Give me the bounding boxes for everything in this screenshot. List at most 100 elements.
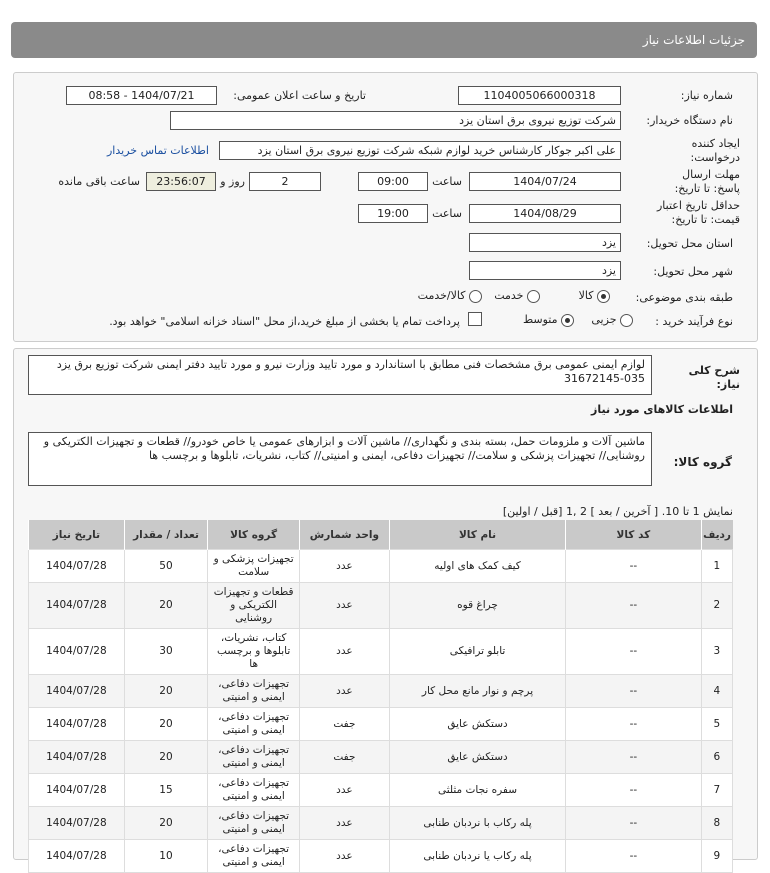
cell: -- [565,628,702,675]
cell: 20 [123,674,209,708]
option-label: متوسط [522,313,558,326]
label: ساعت [432,175,462,188]
cell: عدد [299,628,390,675]
label: ساعت [432,207,462,220]
label: حداقل تاریخ اعتبار قیمت: تا تاریخ: [656,199,740,226]
cell: عدد [299,839,390,873]
option-label: کالا [578,289,594,302]
table-row: 3 -- تابلو ترافیکی عدد کتاب، نشریات، تابلوها… [28,628,734,675]
label: شرح کلی نیاز: [688,364,740,391]
cell: 20 [123,582,209,629]
radio-option[interactable]: خدمت [494,289,540,303]
label: گروه کالا: [673,455,732,469]
cell: 3 [700,628,734,675]
cell: 1404/07/28 [28,839,125,873]
field: 2 [249,172,321,191]
cell: تجهیزات پزشکی و سلامت [207,549,301,583]
column-header: تاریخ نیاز [28,520,125,550]
pagination[interactable]: نمایش 1 تا 10. [ آخرین / بعد ] 2 ,1 [قبل… [502,505,733,518]
cell: تجهیزات دفاعی، ایمنی و امنیتی [207,707,301,741]
cell: 30 [123,628,209,675]
cell: سفره نجات مثلثی [388,773,567,807]
cell: عدد [299,773,390,807]
column-header: ردیف [700,520,733,550]
radio-option[interactable]: کالا/خدمت [418,289,482,303]
field: 1104005066000318 [458,86,621,105]
checkbox[interactable] [468,312,482,326]
column-header: تعداد / مقدار [123,520,208,550]
header-bar: جزئیات اطلاعات نیاز [11,22,757,58]
cell: عدد [299,549,390,583]
column-header: کد کالا [565,520,702,550]
field: شرکت توزیع نیروی برق استان یزد [170,111,621,130]
cell: 50 [123,549,209,583]
label: نوع فرآیند خرید : [655,315,733,328]
table-row: 6 -- دستکش عایق جفت تجهیزات دفاعی، ایمنی و ا… [28,740,734,774]
cell: عدد [299,674,390,708]
cell: -- [565,839,702,873]
cell: 20 [123,707,209,741]
cell: -- [565,707,702,741]
radio-option[interactable]: کالا [579,289,610,303]
cell: 20 [123,806,209,840]
cell: 5 [700,707,734,741]
option-label: کالا/خدمت [417,289,466,302]
cell: 20 [123,740,209,774]
column-header: نام کالا [388,520,566,550]
items-table: ردیف کد کالا نام کالا واحد شمارش گروه کالا تع… [28,520,734,873]
cell: قطعات و تجهیزات الکتریکی و روشنایی [207,582,301,629]
cell: -- [565,582,702,629]
cell: جفت [299,740,390,774]
table-row: 8 -- پله رکاب با نردبان طنابی عدد تجهیزات دف… [28,806,734,840]
cell: دستکش عایق [388,740,567,774]
section-title: اطلاعات کالاهای مورد نیاز [591,403,733,416]
cell: -- [565,773,702,807]
cell: 1404/07/28 [28,806,125,840]
cell: 1404/07/28 [28,628,125,675]
cell: تجهیزات دفاعی، ایمنی و امنیتی [207,773,301,807]
cell: تجهیزات دفاعی، ایمنی و امنیتی [207,674,301,708]
label: استان محل تحویل: [646,237,733,250]
cell: کیف کمک های اولیه [388,549,567,583]
contact-link[interactable]: اطلاعات تماس خریدار [107,144,209,157]
label: ایجاد کننده درخواست: [690,137,740,164]
cell: -- [565,674,702,708]
cell: 15 [123,773,209,807]
cell: پله رکاب یا نردبان طنابی [388,839,567,873]
option-label: جزیی [591,313,617,326]
field: علی اکبر جوکار کارشناس خرید لوازم شبکه ش… [219,141,621,160]
cell: کتاب، نشریات، تابلوها و برچسب ها [207,628,301,675]
cell: 1404/07/28 [28,740,125,774]
group-box: ماشین آلات و ملزومات حمل، بسته بندی و نگ… [28,432,652,486]
table-header: ردیف کد کالا نام کالا واحد شمارش گروه کالا تع… [28,520,733,550]
label: ساعت باقی مانده [58,175,140,188]
table-row: 5 -- دستکش عایق جفت تجهیزات دفاعی، ایمنی و ا… [28,707,734,741]
description-box: لوازم ایمنی عمومی برق مشخصات فنی مطابق ب… [28,355,652,395]
field: 23:56:07 [146,172,216,191]
cell: 1404/07/28 [28,773,125,807]
cell: -- [565,740,702,774]
cell: تجهیزات دفاعی، ایمنی و امنیتی [207,740,301,774]
cell: 1404/07/28 [28,707,125,741]
cell: 8 [700,806,734,840]
table-row: 2 -- چراغ قوه عدد قطعات و تجهیزات الکتریکی و… [28,582,734,629]
cell: 9 [700,839,734,873]
field: 1404/07/21 - 08:58 [66,86,217,105]
table-row: 9 -- پله رکاب یا نردبان طنابی عدد تجهیزات دف… [28,839,734,873]
table-row: 1 -- کیف کمک های اولیه عدد تجهیزات پزشکی و س… [28,549,734,583]
radio-option[interactable]: متوسط [523,313,574,327]
option-label: خدمت [494,289,524,302]
radio-option[interactable]: جزیی [591,313,633,327]
note: پرداخت تمام یا بخشی از مبلغ خرید،از محل … [109,315,460,328]
field: 1404/07/24 [469,172,621,191]
field: 19:00 [358,204,428,223]
field: 09:00 [358,172,428,191]
cell: عدد [299,582,390,629]
cell: 4 [700,674,734,708]
cell: تجهیزات دفاعی، ایمنی و امنیتی [207,806,301,840]
label: شهر محل تحویل: [653,265,733,278]
cell: جفت [299,707,390,741]
cell: چراغ قوه [388,582,567,629]
column-header: واحد شمارش [299,520,390,550]
cell: 1404/07/28 [28,549,125,583]
